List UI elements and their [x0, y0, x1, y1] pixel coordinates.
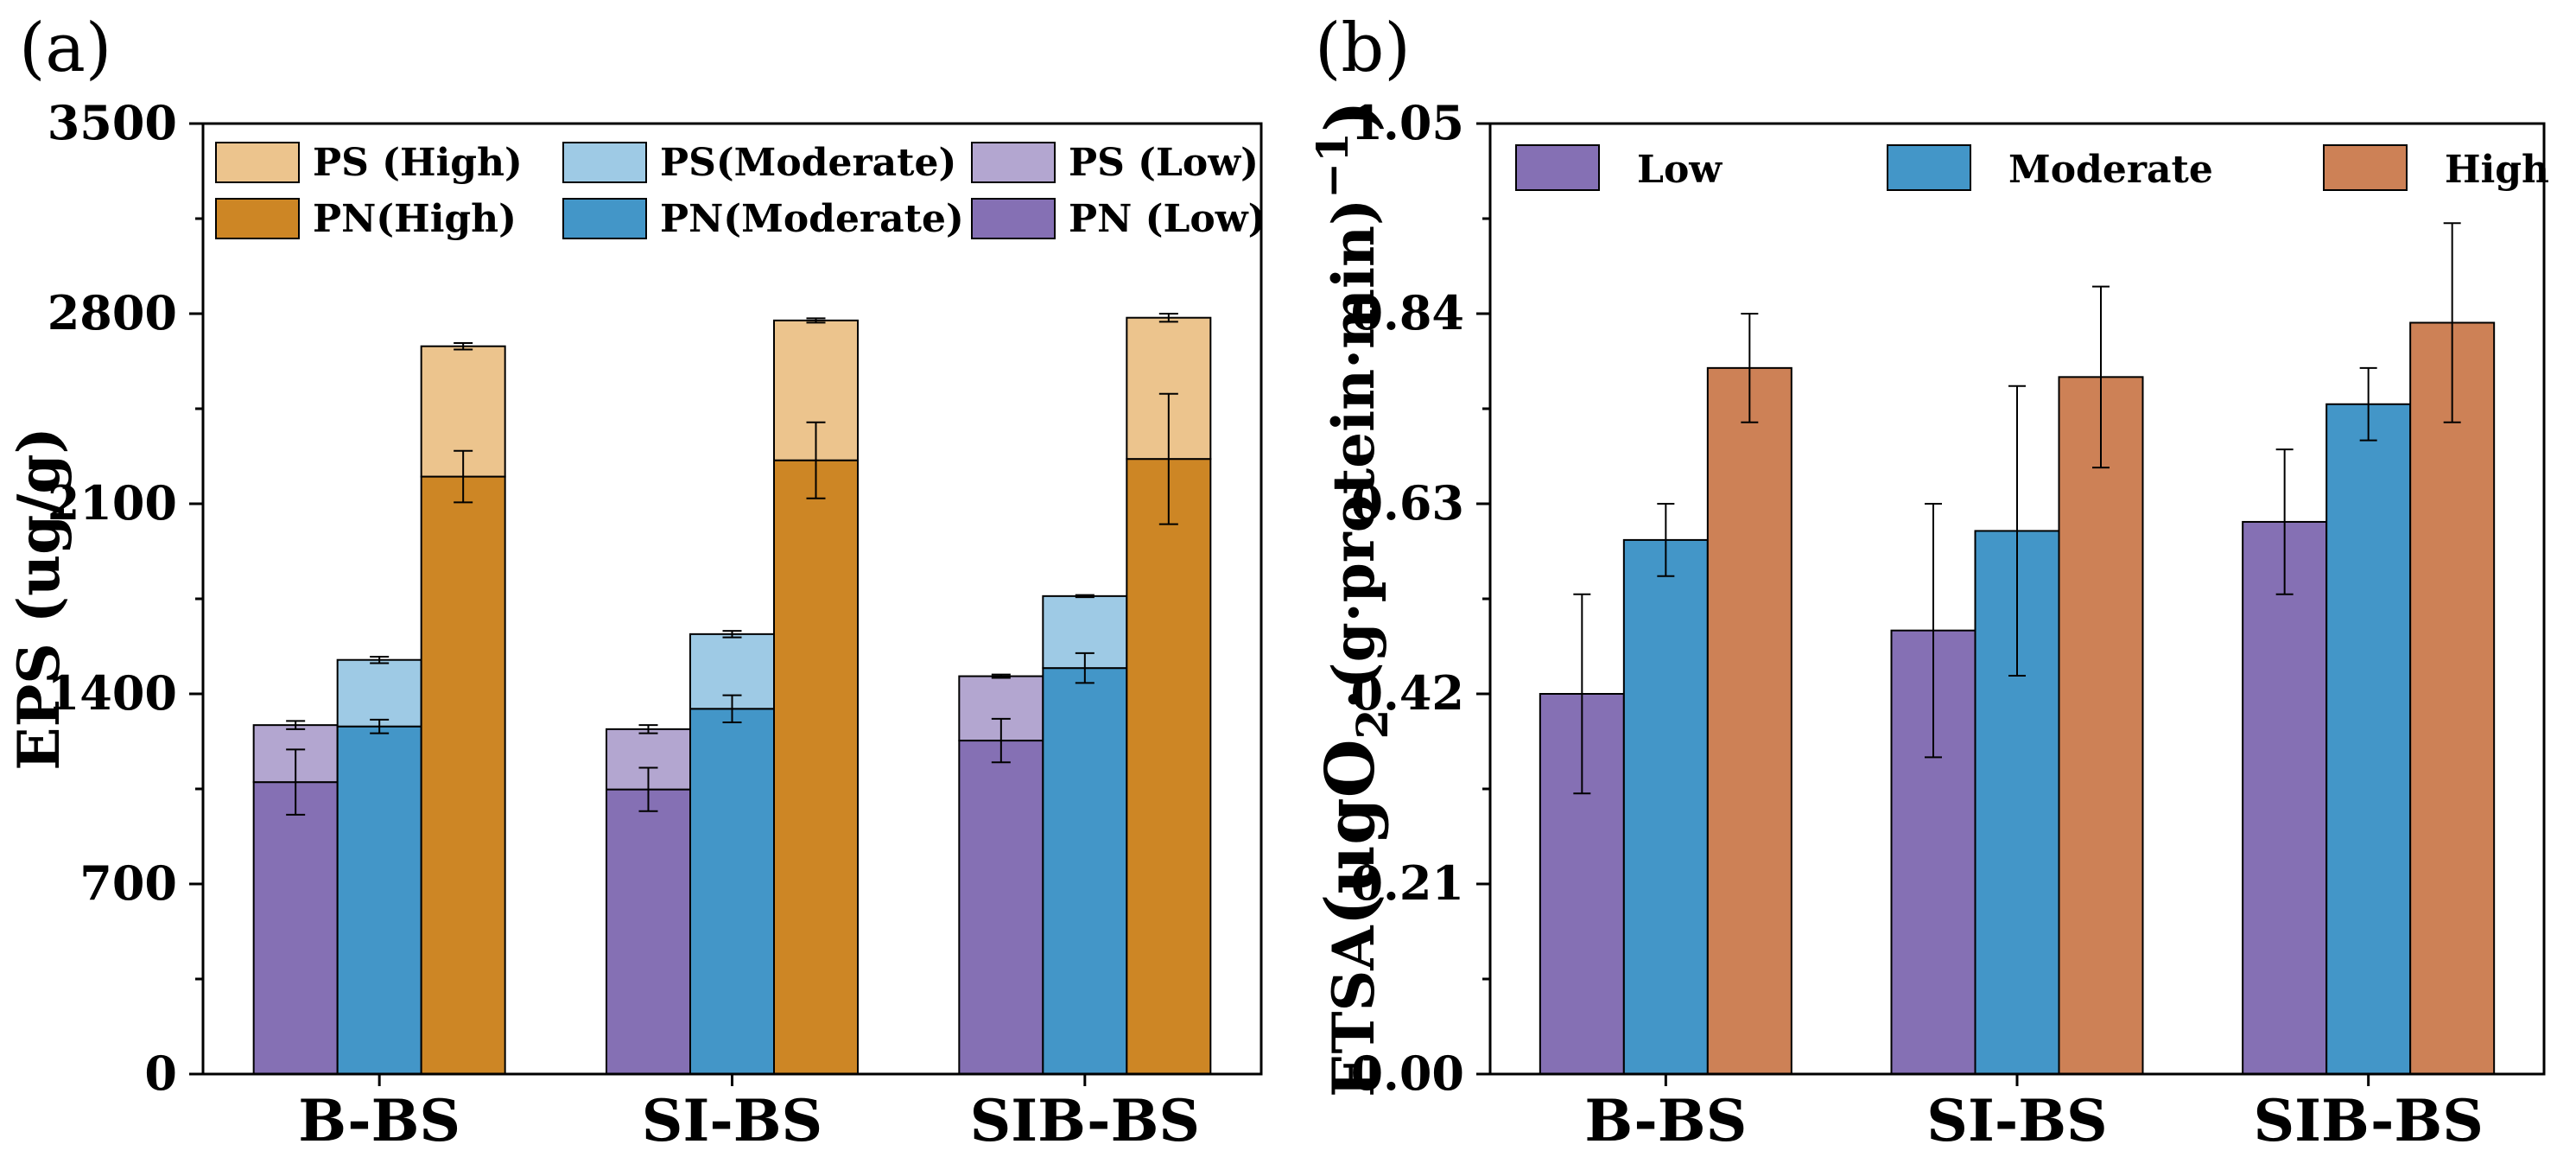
pn-bar-high-b-bs [420, 475, 506, 1075]
panel-b-label: (b) [1315, 10, 1411, 87]
y-tick-label: 2800 [48, 285, 177, 340]
panel-b-y-title-subscript: 2 [1347, 709, 1398, 740]
y-tick-label: 0.00 [1350, 1046, 1464, 1101]
pn-bar-low-sib-bs [958, 740, 1044, 1075]
x-tick-label: SI-BS [642, 1087, 822, 1154]
panel-b-y-title-superscript: −1 [1307, 132, 1358, 199]
legend-swatch-ps-moderate- [562, 142, 647, 183]
legend-swatch-pn-moderate- [562, 198, 647, 239]
panel-a-eps-chart: (a) 0 700 1400 2100 2800 3500 B-BS SI-BS SIB-BS… [5, 10, 1266, 1154]
pn-bar-moderate-b-bs [336, 725, 422, 1075]
pn-bar-moderate-sib-bs [1042, 667, 1128, 1076]
pn-bar-high-si-bs [773, 459, 859, 1075]
pn-bar-low-b-bs [252, 781, 339, 1076]
y-tick-label: 0.63 [1350, 475, 1464, 531]
legend-swatch-pn-low- [971, 198, 1056, 239]
legend-label: Low [1637, 148, 1723, 192]
legend-swatch-pn-high- [215, 198, 300, 239]
x-tick-label: B-BS [1584, 1087, 1747, 1154]
legend-label: PS (High) [313, 141, 523, 185]
legend-swatch-high [2323, 144, 2408, 191]
panel-b-y-title-close: ) [1311, 100, 1390, 132]
ps-bar-moderate-b-bs [336, 658, 422, 728]
etsa-bar-moderate-b-bs [1622, 538, 1709, 1075]
panel-b-etsa-chart: (b) 0.00 0.21 0.42 0.63 0.84 1.05 B-BS SI-BS SI… [1307, 10, 2549, 1154]
y-tick-label: 3500 [48, 95, 177, 150]
legend-swatch-ps-high- [215, 142, 300, 183]
etsa-bar-high-si-bs [2058, 376, 2144, 1076]
y-tick-label: 1400 [48, 665, 177, 721]
y-tick-label: 0.84 [1350, 285, 1464, 340]
x-tick-label: B-BS [298, 1087, 460, 1154]
x-tick-label: SI-BS [1926, 1087, 2107, 1154]
etsa-bar-high-sib-bs [2409, 321, 2496, 1075]
pn-bar-moderate-si-bs [689, 708, 775, 1075]
y-tick-label: 0 [144, 1046, 177, 1101]
etsa-bar-moderate-sib-bs [2325, 403, 2412, 1075]
pn-bar-high-sib-bs [1126, 458, 1212, 1075]
legend-label: Moderate [2008, 148, 2213, 192]
panel-b-y-title-unit: (ugO [1311, 739, 1390, 925]
x-tick-label: SIB-BS [2253, 1087, 2483, 1154]
legend-label: PN (Low) [1069, 197, 1266, 241]
panel-b-y-title-prefix: ETSA [1320, 925, 1387, 1097]
y-tick-label: 0.42 [1350, 665, 1464, 721]
legend-label: High [2445, 148, 2549, 192]
panel-b-y-axis-title: ETSA(ugO2·(g·protein·min)−1) [1307, 100, 1398, 1097]
legend-label: PN(Moderate) [660, 197, 964, 241]
x-tick-label: SIB-BS [970, 1087, 1200, 1154]
y-tick-label: 1.05 [1350, 95, 1464, 150]
y-tick-label: 0.21 [1350, 855, 1464, 911]
y-tick-label: 700 [79, 855, 177, 911]
legend-swatch-low [1515, 144, 1600, 191]
legend-swatch-moderate [1887, 144, 1971, 191]
panel-b-y-title-middle: ·(g·protein·min) [1320, 199, 1387, 709]
etsa-bar-low-sib-bs [2242, 520, 2328, 1075]
panel-a-y-axis-title: EPS (ug/g) [5, 427, 73, 770]
legend-swatch-ps-low- [971, 142, 1056, 183]
etsa-bar-high-b-bs [1706, 366, 1792, 1076]
legend-label: PS(Moderate) [660, 141, 956, 185]
legend-label: PN(High) [313, 197, 517, 241]
panel-a-label: (a) [19, 10, 111, 87]
legend-label: PS (Low) [1069, 141, 1259, 185]
pn-bar-low-si-bs [606, 788, 691, 1076]
y-tick-label: 2100 [48, 475, 177, 531]
